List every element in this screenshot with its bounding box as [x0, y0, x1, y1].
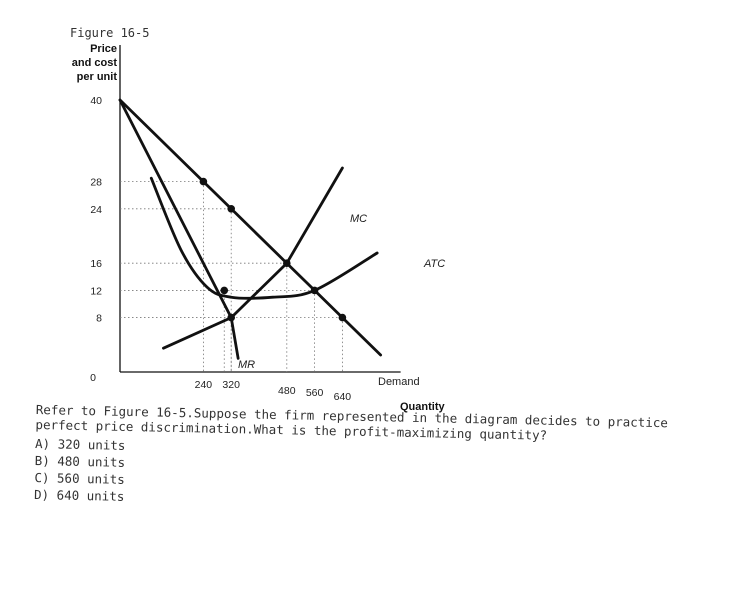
y-axis-title-line: per unit	[77, 71, 118, 83]
y-tick-label: 40	[90, 95, 102, 107]
curve-mr	[118, 98, 240, 360]
y-tick-label: 24	[90, 204, 102, 216]
y-tick-label: 12	[90, 285, 102, 297]
point-marker	[310, 286, 319, 295]
y-tick-label: 8	[96, 313, 102, 325]
y-axis-title-line: Price	[90, 43, 117, 55]
x-tick-labels: 240 320 480 560 640	[195, 379, 352, 403]
answer-options: A) 320 units B) 480 units C) 560 units D…	[34, 435, 725, 517]
point-marker	[338, 313, 347, 322]
figure-caption: Figure 16-5	[70, 26, 150, 40]
curve-label-atc: ATC	[423, 258, 445, 270]
x-axis-title: Quantity	[400, 401, 445, 413]
x-tick-label: 240	[195, 379, 213, 391]
y-tick-labels: 0 8 12 16 24 28 40	[90, 95, 102, 384]
y-tick-label: 16	[90, 258, 102, 270]
curve-label-mr: MR	[238, 359, 255, 371]
curve-label-mc: MC	[350, 213, 367, 225]
y-tick-label: 28	[90, 177, 102, 189]
curve-labels: MC ATC MR Demand	[238, 213, 445, 388]
point-marker	[220, 286, 229, 295]
question-block: Refer to Figure 16-5.Suppose the firm re…	[34, 402, 726, 517]
x-tick-label: 560	[306, 387, 324, 399]
point-marker	[283, 259, 291, 268]
point-marker	[227, 205, 235, 213]
intersection-points	[199, 177, 347, 322]
y-axis-title-line: and cost	[72, 57, 118, 69]
curve-label-demand: Demand	[378, 376, 420, 388]
y-axis-title: Price and cost per unit	[72, 43, 118, 83]
curve-mc	[162, 166, 344, 350]
chart: Price and cost per unit 0 8 12 16 24 28 40 240 32…	[72, 43, 446, 413]
curve-atc	[149, 176, 379, 300]
x-tick-label: 640	[334, 391, 352, 403]
x-tick-label: 480	[278, 385, 296, 397]
point-marker	[199, 177, 208, 186]
y-tick-label: 0	[90, 372, 96, 384]
x-tick-label: 320	[222, 379, 240, 391]
point-marker	[227, 313, 235, 322]
